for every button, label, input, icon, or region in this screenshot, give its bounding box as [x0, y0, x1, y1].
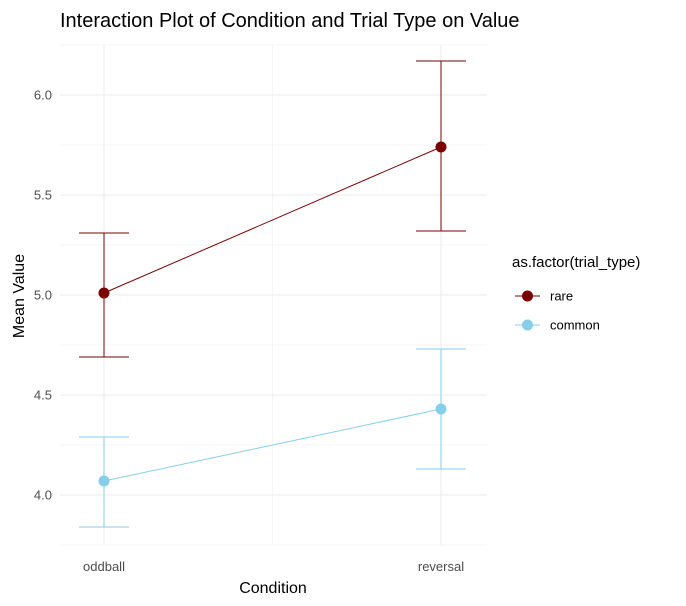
legend-item-common: common — [515, 318, 600, 333]
series-rare — [79, 60, 466, 358]
y-tick-label: 4.0 — [34, 488, 52, 503]
data-point-common — [435, 403, 447, 415]
legend-label: rare — [550, 289, 573, 304]
data-point-rare — [98, 287, 110, 299]
data-point-common — [98, 475, 110, 487]
legend-key-point — [522, 290, 533, 302]
legend-title: as.factor(trial_type) — [512, 254, 640, 271]
x-axis-title: Condition — [239, 580, 307, 597]
legend-item-rare: rare — [515, 289, 573, 304]
series-line-common — [103, 408, 442, 482]
x-tick-label: oddball — [83, 559, 125, 574]
series-line-rare — [103, 146, 442, 294]
y-axis-ticks: 4.0 4.5 5.0 5.5 6.0 — [34, 88, 52, 503]
y-tick-label: 6.0 — [34, 88, 52, 103]
legend-label: common — [550, 318, 600, 333]
y-axis-title: Mean Value — [11, 254, 28, 338]
series-layer — [79, 60, 466, 528]
x-axis-ticks: oddball reversal — [83, 559, 464, 574]
y-tick-label: 5.0 — [34, 288, 52, 303]
series-common — [79, 348, 466, 528]
y-tick-label: 5.5 — [34, 188, 52, 203]
legend-key-point — [522, 319, 533, 331]
chart-title: Interaction Plot of Condition and Trial … — [60, 10, 520, 32]
grid-lines — [60, 44, 487, 546]
y-tick-label: 4.5 — [34, 388, 52, 403]
data-point-rare — [435, 141, 447, 153]
legend: as.factor(trial_type) rare common — [512, 254, 640, 333]
x-tick-label: reversal — [418, 559, 464, 574]
